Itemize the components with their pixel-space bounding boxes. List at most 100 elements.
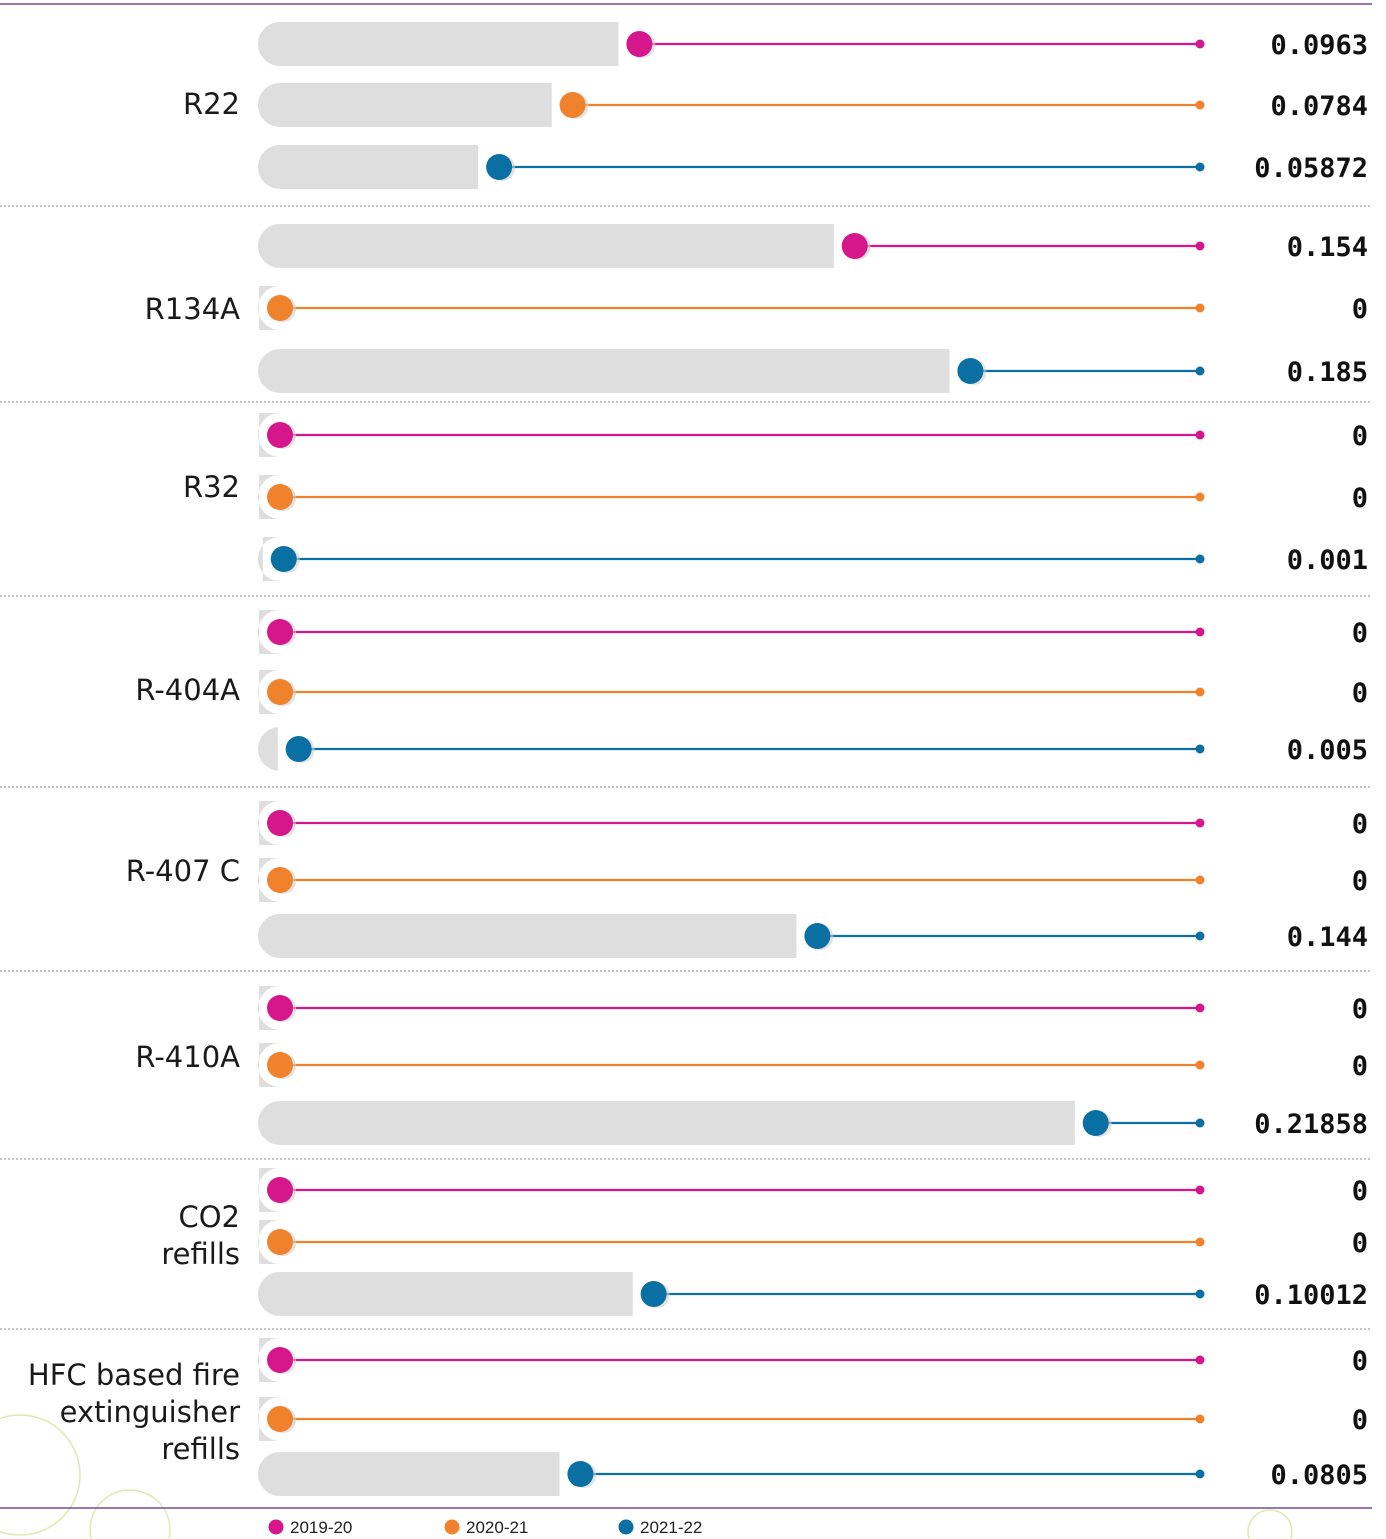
value-label: 0.001 [1287, 545, 1368, 576]
bar [258, 286, 280, 330]
end-point [1195, 100, 1205, 110]
marker-2019-20 [267, 995, 293, 1021]
bar [258, 986, 280, 1030]
end-point [1195, 1003, 1205, 1013]
value-label: 0 [1352, 618, 1368, 649]
end-point [1195, 875, 1205, 885]
group-hfc-based-fire-extinguisher-refills: HFC based fire extinguisher refills 0 0 0.080… [28, 1338, 1368, 1496]
category-label-line: R22 [183, 87, 240, 121]
bar [258, 1452, 560, 1496]
group-r32: R32 0 0 0.001 [183, 413, 1368, 581]
end-point [1195, 627, 1205, 637]
category-label: R-410A [135, 1040, 240, 1074]
value-label: 0 [1352, 294, 1368, 325]
end-point [1195, 1289, 1205, 1299]
bar [258, 1220, 280, 1264]
category-label: R-404A [135, 673, 240, 707]
end-point [1195, 818, 1205, 828]
marker-2020-21 [559, 92, 586, 118]
plot-area: R22 0.0963 0.0784 0.05872 R134A 0.154 0 0.185 R3… [0, 3, 1372, 1509]
legend-marker-2021-22 [618, 1519, 634, 1535]
end-point [1195, 1414, 1205, 1424]
value-label: 0 [1352, 421, 1368, 452]
value-label: 0.05872 [1254, 153, 1368, 184]
end-point [1195, 492, 1205, 502]
marker-2021-22 [567, 1461, 594, 1487]
bar [258, 801, 280, 845]
category-label: R22 [183, 87, 240, 121]
value-label: 0.10012 [1254, 1280, 1368, 1311]
bar [258, 1338, 280, 1382]
end-point [1195, 241, 1205, 251]
marker-2021-22 [804, 923, 831, 949]
marker-2020-21 [267, 679, 293, 705]
group-co2-refills: CO2 refills 0 0 0.10012 [161, 1168, 1368, 1316]
end-point [1195, 931, 1205, 941]
legend: 2019-20 2020-21 2021-22 [268, 1518, 702, 1537]
marker-2021-22 [1082, 1110, 1109, 1136]
end-point [1195, 39, 1205, 49]
category-label-line: R134A [145, 292, 241, 326]
value-label: 0 [1352, 1346, 1368, 1377]
marker-2020-21 [267, 295, 293, 321]
category-label-line: extinguisher [60, 1395, 240, 1429]
marker-2020-21 [267, 1406, 293, 1432]
legend-label: 2020-21 [466, 1518, 528, 1537]
category-label-line: R32 [183, 470, 240, 504]
category-label: R-407 C [126, 854, 240, 888]
end-point [1195, 687, 1205, 697]
bar [258, 145, 479, 189]
deco-circle-2 [1247, 1509, 1293, 1539]
bar [258, 1101, 1075, 1145]
bar [258, 670, 280, 714]
end-point [1195, 430, 1205, 440]
end-point [1195, 303, 1205, 313]
category-label: R134A [145, 292, 241, 326]
marker-2019-20 [841, 233, 868, 259]
legend-label: 2019-20 [290, 1518, 352, 1537]
category-label-line: HFC based fire [28, 1358, 240, 1392]
marker-2021-22 [486, 154, 513, 180]
marker-2019-20 [267, 810, 293, 836]
end-point [1195, 162, 1205, 172]
end-point [1195, 554, 1205, 564]
bar [258, 858, 280, 902]
end-point [1195, 1237, 1205, 1247]
bar [258, 1168, 280, 1212]
value-label: 0.0963 [1270, 30, 1368, 61]
value-label: 0 [1352, 1176, 1368, 1207]
bar [258, 22, 619, 66]
category-label-line: R-407 C [126, 854, 240, 888]
group-r-410a: R-410A 0 0 0.21858 [135, 986, 1368, 1145]
marker-2020-21 [267, 484, 293, 510]
bar [258, 610, 280, 654]
marker-2021-22 [270, 546, 297, 572]
value-label: 0 [1352, 678, 1368, 709]
category-label-line: CO2 [178, 1200, 240, 1234]
value-label: 0 [1352, 994, 1368, 1025]
legend-marker-2020-21 [444, 1519, 460, 1535]
bar [258, 349, 950, 393]
bar [258, 1043, 280, 1087]
end-point [1195, 1185, 1205, 1195]
value-label: 0.0784 [1270, 91, 1368, 122]
marker-2021-22 [285, 736, 312, 762]
bar [258, 224, 834, 268]
bar [258, 1397, 280, 1441]
marker-2019-20 [267, 422, 293, 448]
category-label: CO2 refills [161, 1200, 240, 1271]
marker-2021-22 [957, 358, 984, 384]
deco-circle-1 [89, 1489, 171, 1539]
marker-2020-21 [267, 1052, 293, 1078]
end-point [1195, 1060, 1205, 1070]
marker-2020-21 [267, 1229, 293, 1255]
value-label: 0 [1352, 1051, 1368, 1082]
category-label-line: R-404A [135, 673, 240, 707]
end-point [1195, 744, 1205, 754]
group-r134a: R134A 0.154 0 0.185 [145, 224, 1368, 393]
bar [258, 83, 552, 127]
bar [258, 537, 280, 581]
category-label: HFC based fire extinguisher refills [28, 1358, 240, 1466]
marker-2019-20 [267, 1347, 293, 1373]
category-label-line: refills [161, 1237, 240, 1271]
